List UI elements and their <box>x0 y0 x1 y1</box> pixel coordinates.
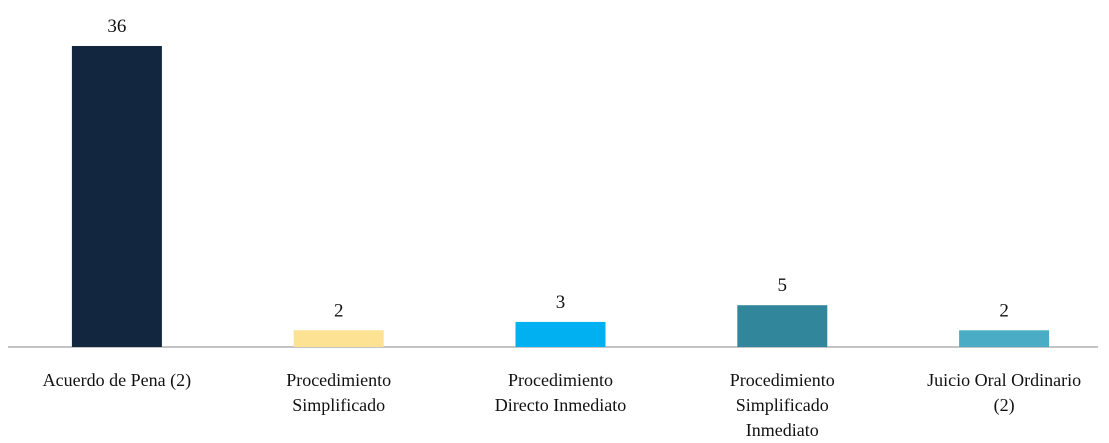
bar <box>515 321 606 347</box>
x-tick-label: Acuerdo de Pena (2) <box>42 370 192 390</box>
bar <box>293 330 384 347</box>
bar <box>71 46 162 347</box>
value-label: 2 <box>334 300 344 321</box>
value-label: 3 <box>556 292 566 313</box>
value-label: 36 <box>107 16 126 37</box>
x-tick-label: Juicio Oral Ordinario (2) <box>927 370 1082 415</box>
x-tick-label: Procedimiento Directo Inmediato <box>494 370 627 415</box>
x-tick-label: Procedimiento Simplificado Inmediato <box>729 370 835 440</box>
bar <box>737 305 828 347</box>
x-tick-label: Procedimiento Simplificado <box>286 370 392 415</box>
value-label: 2 <box>999 300 1009 321</box>
bar <box>959 330 1050 347</box>
value-label: 5 <box>778 275 788 296</box>
